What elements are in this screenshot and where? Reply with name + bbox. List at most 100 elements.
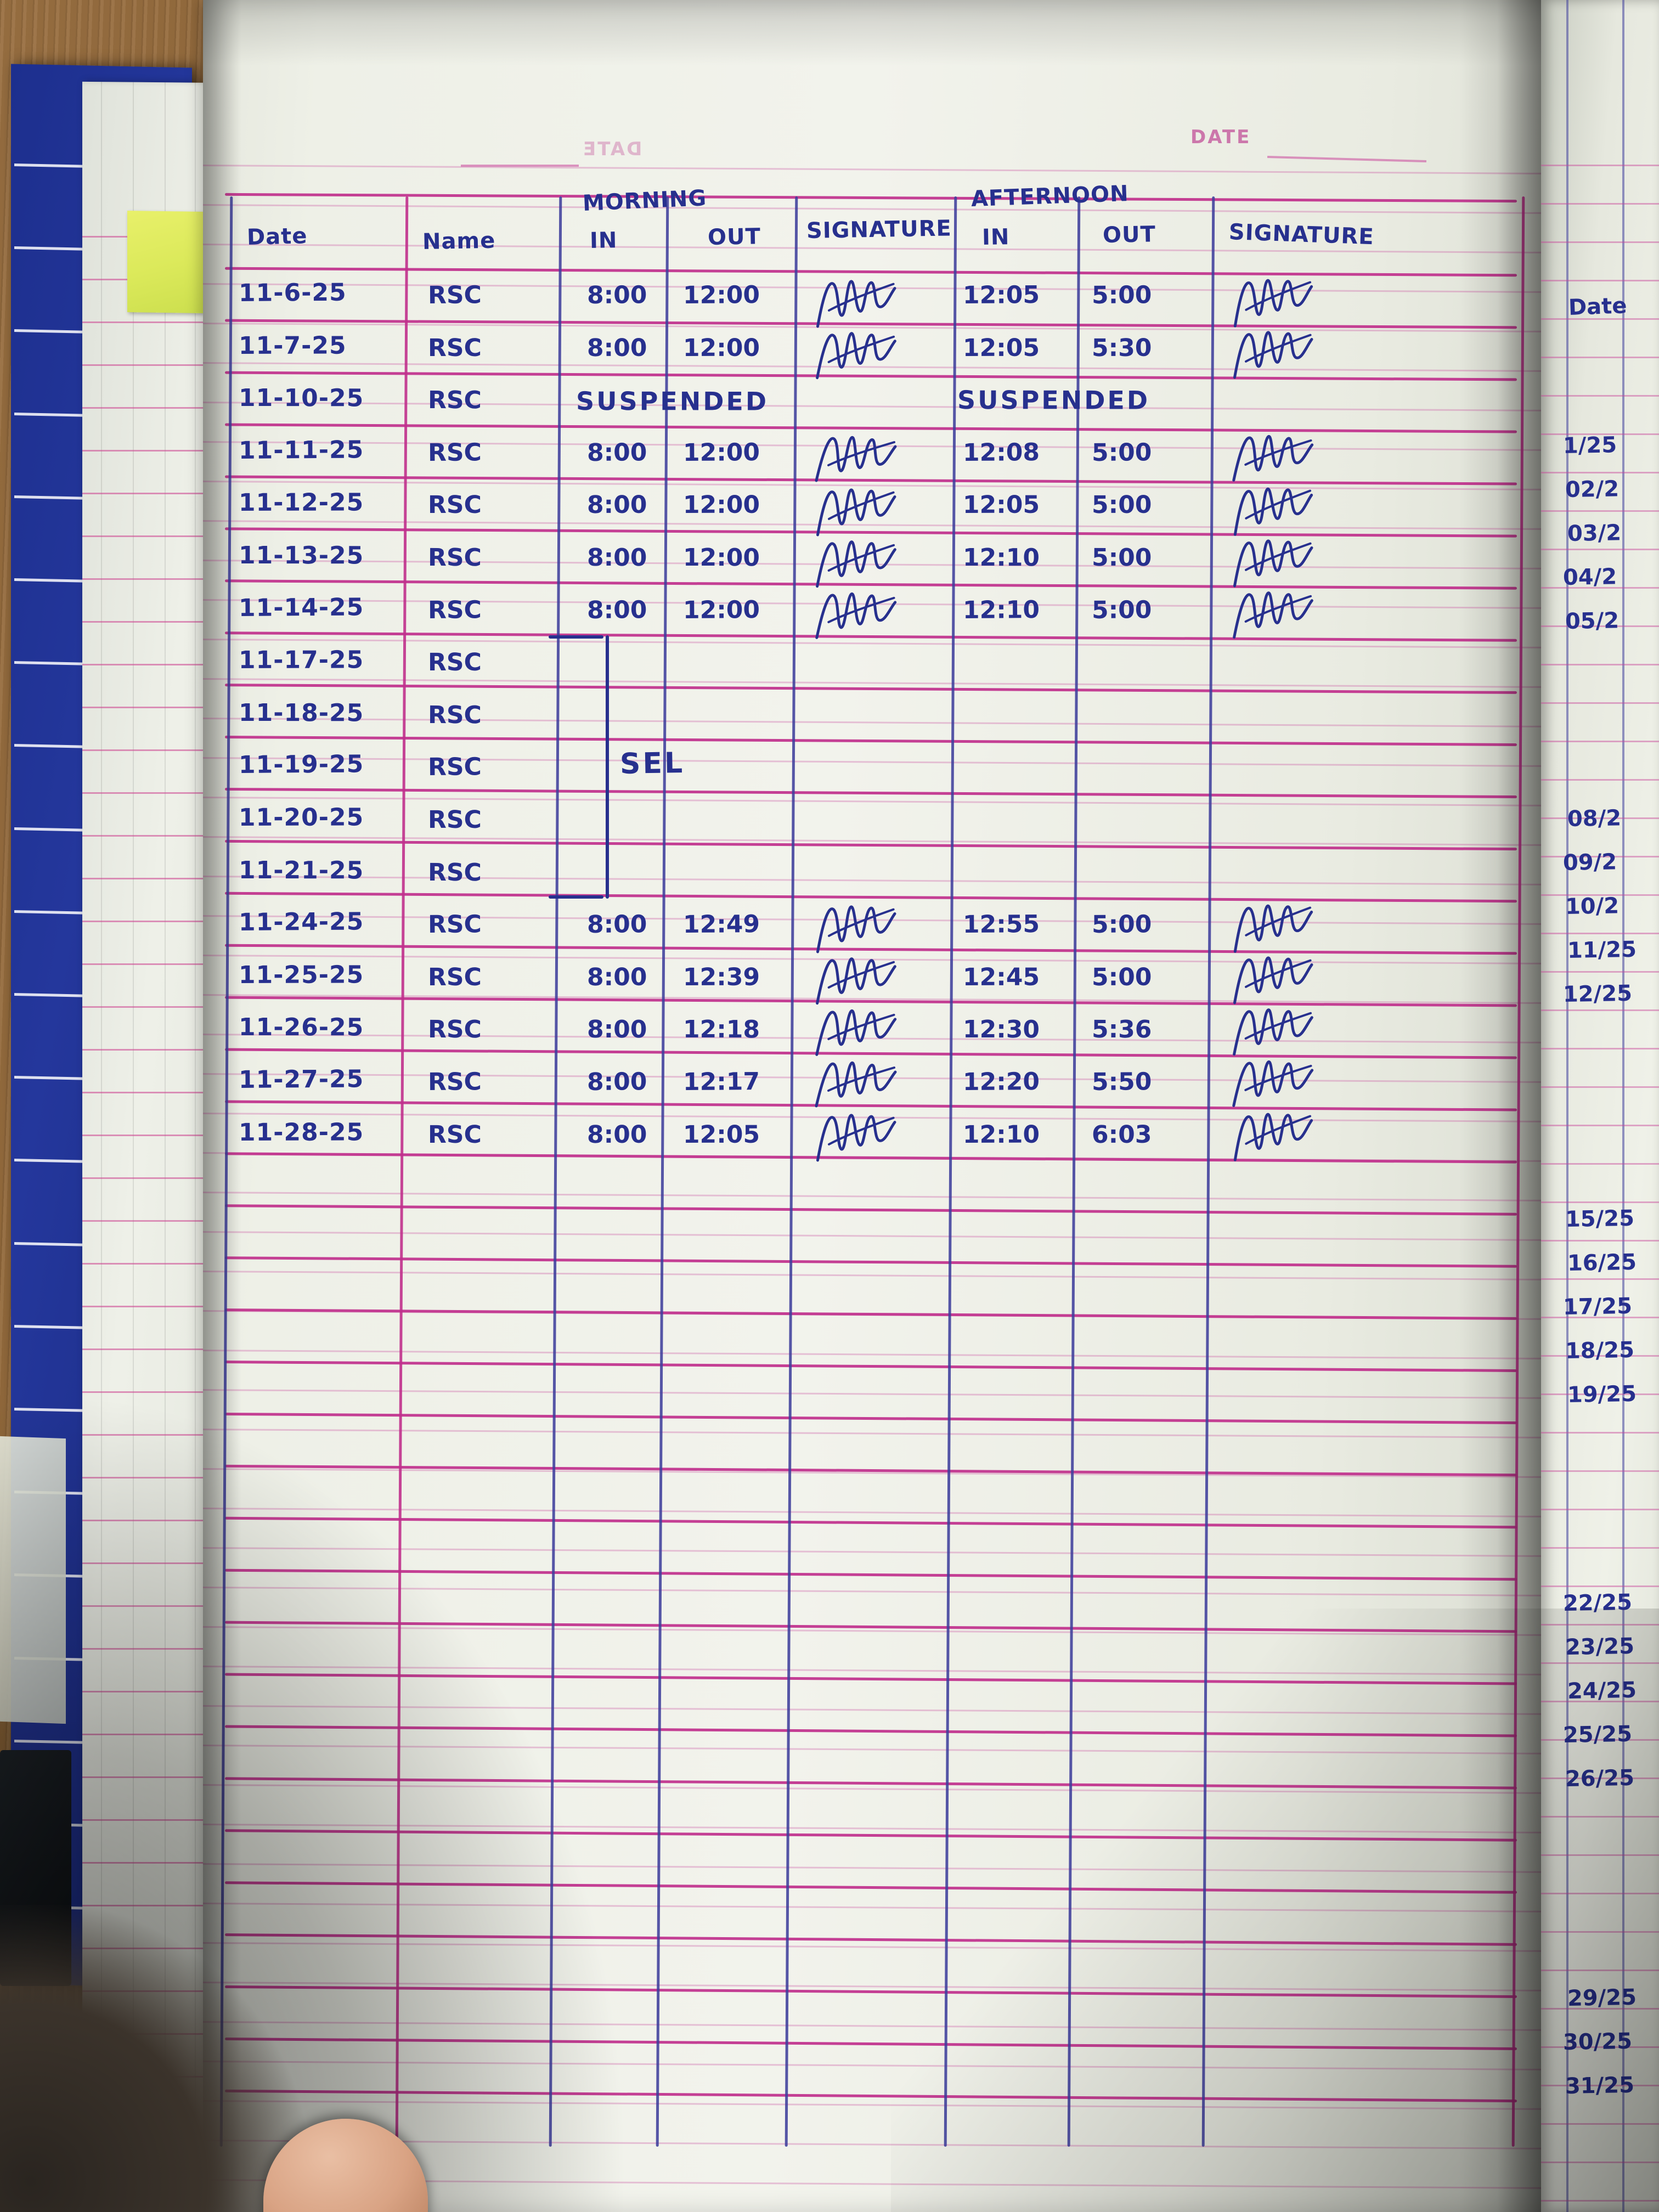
adjacent-page-date-entry: 17/25 (1562, 1293, 1633, 1320)
cell-date-row-3: 11-10-25 (238, 384, 364, 413)
adjacent-page-rule (1541, 1585, 1659, 1587)
cell-name-row-16: RSC (427, 1068, 482, 1096)
adjacent-page-rule (1541, 817, 1659, 819)
signature-afternoon-row-4 (1228, 424, 1323, 486)
cell-name-row-2: RSC (427, 334, 482, 362)
table-row-line (225, 1516, 1517, 1529)
adjacent-page-rule (1541, 1125, 1659, 1126)
adjacent-page-rule (1541, 702, 1659, 704)
adjacent-page-date-entry: 08/2 (1567, 805, 1622, 832)
table-column-line (944, 196, 957, 2147)
table-row-line (225, 1933, 1517, 1946)
cell-morning-suspended-row-3: SUSPENDED (575, 386, 769, 416)
signature-afternoon-row-15 (1228, 996, 1323, 1060)
adjacent-page-rule (1541, 280, 1659, 281)
adjacent-page-date-entry: 11/25 (1567, 936, 1637, 963)
yellow-sticky-tab[interactable] (127, 211, 204, 313)
adjacent-page-rule (1541, 779, 1659, 781)
column-header-afternoon-out: OUT (1102, 222, 1156, 248)
adjacent-page-date-entry: 22/25 (1562, 1589, 1633, 1616)
adjacent-page-date-entry: 04/2 (1562, 564, 1617, 590)
cell-afternoon-in-row-16: 12:20 (962, 1068, 1040, 1096)
table-row-line (225, 787, 1517, 799)
cell-afternoon-out-row-16: 5:50 (1091, 1068, 1152, 1096)
cell-date-row-13: 11-24-25 (238, 907, 364, 937)
adjacent-page-date-entry: 09/2 (1562, 849, 1617, 876)
adjacent-page-rule (1541, 625, 1659, 627)
adjacent-page-rule (1541, 2162, 1659, 2163)
adjacent-page-date-entry: 26/25 (1565, 1765, 1635, 1792)
signature-morning-row-15 (811, 998, 906, 1060)
adjacent-page-rule (1541, 1547, 1659, 1549)
cell-name-row-3: RSC (427, 386, 482, 415)
signature-afternoon-row-13 (1227, 890, 1324, 957)
cell-afternoon-out-row-6: 5:00 (1091, 544, 1152, 572)
cell-afternoon-out-row-14: 5:00 (1091, 963, 1152, 991)
cell-morning-in-row-2: 8:00 (586, 334, 647, 362)
cell-afternoon-in-row-17: 12:10 (962, 1120, 1040, 1149)
group-header-afternoon: AFTERNOON (970, 180, 1130, 212)
signature-morning-row-6 (811, 528, 906, 592)
table-row-line (225, 1621, 1517, 1633)
adjacent-page-rule (1541, 587, 1659, 589)
table-column-line (656, 196, 669, 2147)
adjacent-page-rule (1541, 933, 1659, 934)
cell-morning-in-row-7: 8:00 (586, 595, 647, 624)
cell-date-row-1: 11-6-25 (238, 278, 347, 307)
group-header-morning: MORNING (582, 185, 708, 216)
adjacent-page-rule (1541, 1317, 1659, 1318)
cell-morning-in-row-15: 8:00 (586, 1015, 647, 1044)
signature-morning-row-2 (811, 320, 906, 383)
table-row-line (225, 1412, 1517, 1425)
adjacent-page-date-entry: 23/25 (1565, 1633, 1635, 1660)
cell-date-row-4: 11-11-25 (238, 436, 364, 465)
cell-date-row-17: 11-28-25 (238, 1118, 364, 1147)
signature-afternoon-row-1 (1227, 265, 1324, 332)
adjacent-page-rule (1541, 1240, 1659, 1242)
adjacent-page-rule (1541, 1048, 1659, 1049)
cell-name-row-10: RSC (427, 753, 482, 782)
cell-date-row-9: 11-18-25 (238, 698, 364, 727)
adjacent-page-rule (1541, 1970, 1659, 1971)
edge-page-rule (82, 407, 230, 409)
cell-morning-in-row-14: 8:00 (586, 963, 647, 991)
cell-date-row-14: 11-25-25 (238, 961, 364, 989)
signature-afternoon-row-17 (1227, 1099, 1324, 1166)
cell-name-row-17: RSC (427, 1120, 482, 1149)
adjacent-page-rule (1541, 357, 1659, 358)
cell-morning-out-row-13: 12:49 (682, 910, 760, 939)
cell-afternoon-in-row-6: 12:10 (962, 544, 1040, 572)
edge-page-rule (82, 963, 230, 965)
edge-page-rule (82, 535, 230, 537)
cell-date-row-15: 11-26-25 (238, 1013, 364, 1042)
adjacent-page-rule (1541, 1816, 1659, 1818)
edge-page-rule (82, 1135, 230, 1136)
adjacent-page-rule (1541, 2046, 1659, 2048)
page-rule (202, 2061, 1575, 2071)
cell-date-row-11: 11-20-25 (238, 803, 364, 832)
adjacent-page-rule (1541, 549, 1659, 550)
adjacent-page-date-entry: 02/2 (1565, 476, 1620, 503)
adjacent-page-rule (1541, 395, 1659, 397)
adjacent-page-rule (1541, 2008, 1659, 2010)
adjacent-page-rule (1541, 741, 1659, 742)
adjacent-page-rule (1541, 472, 1659, 473)
adjacent-page-rule (1541, 1739, 1659, 1741)
cell-afternoon-out-row-13: 5:00 (1091, 910, 1152, 939)
adjacent-page-rule (1541, 1355, 1659, 1357)
table-row-line (225, 1204, 1517, 1216)
edge-page-rule (82, 1177, 230, 1179)
cell-afternoon-in-row-15: 12:30 (962, 1015, 1040, 1044)
column-header-morning-in: IN (589, 228, 618, 253)
adjacent-page-rule (1541, 241, 1659, 243)
edge-page-rule (82, 921, 230, 922)
signature-morning-row-1 (810, 267, 907, 332)
adjacent-page-rule (1541, 1432, 1659, 1434)
adjacent-page-rule (1541, 1931, 1659, 1933)
cell-date-row-8: 11-17-25 (238, 646, 364, 675)
table-row-line (225, 839, 1517, 851)
table-row-line (225, 1985, 1517, 1998)
cell-morning-in-row-17: 8:00 (586, 1120, 647, 1149)
cell-afternoon-out-row-5: 5:00 (1091, 491, 1152, 520)
